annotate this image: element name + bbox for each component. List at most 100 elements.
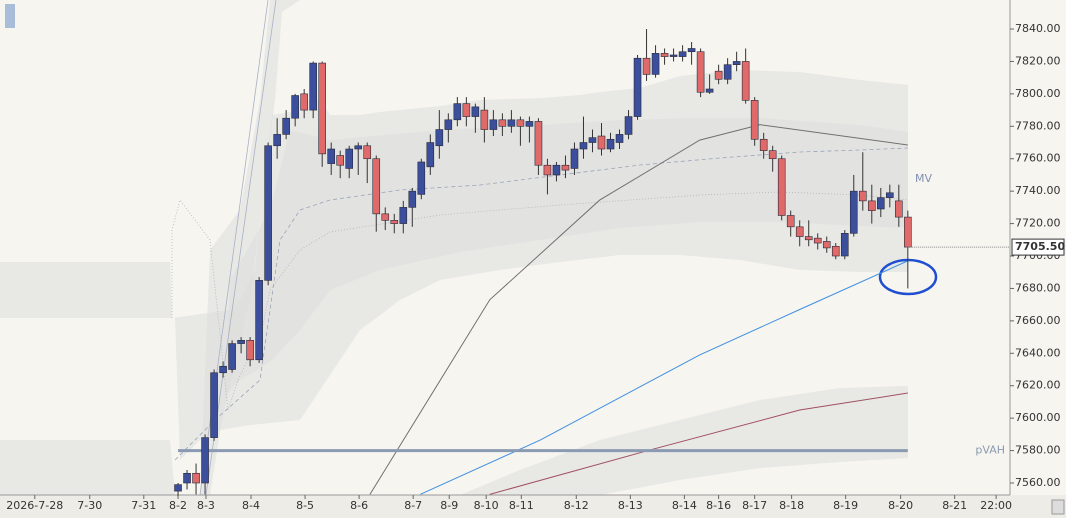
candle-body <box>273 134 281 147</box>
candle-body <box>507 119 516 127</box>
x-tick-label: 8-4 <box>242 499 260 512</box>
candle-body <box>201 437 209 484</box>
y-tick-label: 7740.00 <box>1015 184 1061 197</box>
y-tick-label: 7760.00 <box>1015 152 1061 165</box>
candle-body <box>723 64 732 80</box>
candle-body <box>804 236 813 241</box>
candle-body <box>750 100 759 140</box>
candle-body <box>678 51 687 57</box>
candle-body <box>291 95 299 119</box>
candle-body <box>309 62 317 111</box>
x-tick-label: 8-5 <box>296 499 314 512</box>
x-tick-label: 7-30 <box>77 499 102 512</box>
x-tick-label: 8-18 <box>779 499 804 512</box>
candle-body <box>372 158 381 215</box>
candle-body <box>282 117 290 135</box>
x-tick-label: 8-6 <box>350 499 368 512</box>
x-tick-label: 8-20 <box>888 499 913 512</box>
candle-body <box>840 233 849 257</box>
candle-body <box>354 145 363 150</box>
y-tick-label: 7580.00 <box>1015 444 1061 457</box>
candle-body <box>597 135 606 150</box>
candle-body <box>210 372 218 438</box>
x-tick-label: 8-10 <box>474 499 499 512</box>
candle-body <box>390 220 399 224</box>
y-tick-label: 7780.00 <box>1015 119 1061 132</box>
annotation: MV <box>915 172 932 185</box>
candle-body <box>867 200 876 211</box>
x-tick-label: 8-7 <box>404 499 422 512</box>
candle-body <box>813 237 822 244</box>
x-tick-label: 8-13 <box>618 499 643 512</box>
candle-body <box>246 340 254 361</box>
candle-body <box>606 138 615 150</box>
level-label: pVAH <box>975 444 1005 457</box>
candle-body <box>534 121 543 166</box>
candle-body <box>444 119 453 130</box>
candle-body <box>552 164 561 176</box>
candle-body <box>462 103 471 117</box>
candle-body <box>318 62 326 155</box>
y-tick-label: 7800.00 <box>1015 87 1061 100</box>
candle-body <box>264 145 272 281</box>
candle-body <box>516 119 525 127</box>
last-price-box <box>1011 238 1065 256</box>
x-tick-label: 7-31 <box>131 499 156 512</box>
candle-body <box>489 119 498 130</box>
candle-body <box>543 164 552 176</box>
candle-body <box>237 340 245 344</box>
candle-body <box>525 121 534 127</box>
y-tick-label: 7600.00 <box>1015 411 1061 424</box>
candle-body <box>687 48 696 53</box>
indicator-line <box>369 124 908 495</box>
x-tick-label: 8-17 <box>742 499 767 512</box>
candle-body <box>426 142 435 168</box>
candle-body <box>615 134 624 143</box>
candle-body <box>831 245 840 257</box>
candle-body <box>192 472 200 484</box>
candle-body <box>886 192 894 198</box>
y-tick-label: 7840.00 <box>1015 22 1061 35</box>
candle-body <box>327 148 336 164</box>
y-tick-label: 7820.00 <box>1015 54 1061 67</box>
candle-body <box>570 148 579 169</box>
band-inner <box>225 118 908 395</box>
candle-body <box>453 103 462 121</box>
x-tick-label: 22:00 <box>980 499 1012 512</box>
x-tick-label: 8-19 <box>833 499 858 512</box>
x-tick-label: 8-9 <box>440 499 458 512</box>
candle-body <box>714 70 723 80</box>
candle-body <box>822 241 831 249</box>
candle-body <box>876 197 885 210</box>
x-tick-label: 8-14 <box>672 499 697 512</box>
candle-body <box>904 216 912 248</box>
candle-body <box>498 119 507 127</box>
candle-body <box>732 61 741 65</box>
x-tick-label: 8-16 <box>706 499 731 512</box>
candle-body <box>345 148 354 169</box>
candle-body <box>768 150 777 160</box>
candle-body <box>633 57 642 117</box>
candle-body <box>579 142 588 150</box>
candle-body <box>336 155 345 166</box>
candle-body <box>381 213 390 221</box>
candle-body <box>705 88 714 93</box>
indicator-line <box>489 392 908 495</box>
candle-body <box>399 207 408 224</box>
candle-body <box>642 57 651 75</box>
candle-body <box>174 484 182 492</box>
candle-body <box>624 116 633 135</box>
x-tick-label: 8-2 <box>169 499 187 512</box>
candle-body <box>759 138 768 151</box>
x-tick-label: 2026-7-28 <box>6 499 63 512</box>
candle-body <box>741 61 750 101</box>
candle-body <box>471 106 480 117</box>
sd-line <box>171 191 909 411</box>
candle-body <box>895 200 903 218</box>
candle-body <box>255 280 263 361</box>
mv-line <box>174 147 909 461</box>
y-tick-label: 7720.00 <box>1015 217 1061 230</box>
x-tick-label: 8-11 <box>509 499 534 512</box>
